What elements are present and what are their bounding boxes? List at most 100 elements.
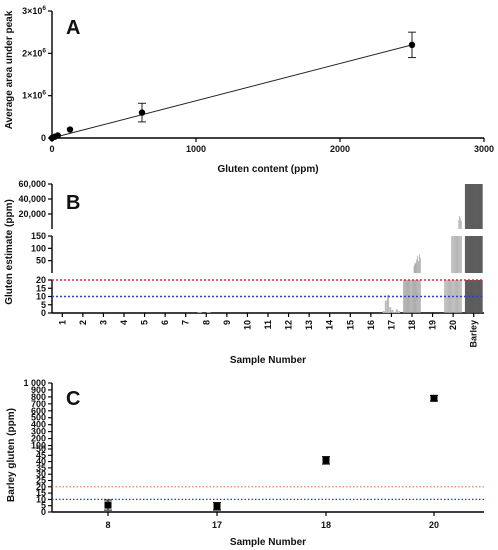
panel-b-bar bbox=[406, 280, 408, 313]
panel-b-letter: B bbox=[66, 192, 80, 214]
panel-a-y-tick-label: 2×106 bbox=[22, 47, 46, 58]
panel-c-y-tick-label: 30 bbox=[36, 469, 46, 479]
panel-b-x-tick-label: 2 bbox=[78, 320, 88, 325]
panel-b-x-tick-label: 15 bbox=[345, 320, 355, 330]
panel-b-y-tick-label: 15 bbox=[36, 283, 46, 293]
panel-a-y-tick-base: 1×10 bbox=[22, 91, 42, 101]
panel-c: C Barley gluten (ppm) Sample Number 0510… bbox=[6, 378, 484, 548]
panel-b-bar bbox=[382, 311, 385, 313]
panel-a-y-tick-base: 2×10 bbox=[22, 48, 42, 58]
panel-b-x-tick-label: 17 bbox=[386, 320, 396, 330]
panel-a-point bbox=[54, 132, 61, 139]
panel-b-bar bbox=[451, 236, 453, 273]
panel-b-x-tick-label: 13 bbox=[304, 320, 314, 330]
panel-c-y-tick-label: 400 bbox=[31, 420, 46, 430]
panel-b-x-tick-label: 16 bbox=[366, 320, 376, 330]
panel-b-y-tick-label: 40,000 bbox=[18, 194, 46, 204]
panel-a-point bbox=[408, 41, 416, 49]
panel-b-x-tick-label: 9 bbox=[222, 320, 232, 325]
panel-b-bar bbox=[407, 280, 409, 313]
panel-b-bar bbox=[454, 280, 455, 313]
panel-a-y-tick-base: 0 bbox=[41, 133, 46, 143]
panel-c-y-tick-label: 50 bbox=[36, 444, 46, 454]
panel-b-bar bbox=[411, 280, 412, 313]
panel-c-y-tick-label: 300 bbox=[31, 427, 46, 437]
panel-b-bar bbox=[458, 236, 460, 273]
panel-b-x-tick-label: 5 bbox=[140, 320, 150, 325]
panel-b: B Gluten estimate (ppm) Sample Number 05… bbox=[4, 179, 484, 366]
panel-a-fit-line bbox=[51, 44, 413, 139]
panel-b-y-tick-label: 50 bbox=[36, 256, 46, 266]
panel-b-bar bbox=[384, 300, 387, 313]
panel-b-bar bbox=[453, 236, 454, 273]
panel-c-x-tick-label: 18 bbox=[321, 520, 331, 530]
panel-c-y-tick-label: 600 bbox=[31, 406, 46, 416]
panel-b-bar bbox=[418, 261, 419, 273]
panel-b-bar bbox=[416, 259, 418, 273]
panel-c-y-tick-label: 1 000 bbox=[23, 378, 46, 388]
panel-a-x-tick-label: 1000 bbox=[186, 144, 206, 154]
panel-b-bar bbox=[454, 280, 456, 313]
panel-c-point bbox=[213, 502, 221, 510]
panel-c-y-tick-label: 15 bbox=[36, 488, 46, 498]
panel-c-y-tick-label: 500 bbox=[31, 413, 46, 423]
panel-c-x-tick-label: 8 bbox=[105, 520, 110, 530]
panel-b-bar bbox=[417, 255, 418, 273]
panel-b-bar bbox=[410, 280, 411, 313]
panel-b-x-tick-label: 18 bbox=[407, 320, 417, 330]
panel-a-point bbox=[138, 109, 146, 116]
panel-b-bar bbox=[454, 236, 456, 273]
panel-c-y-tick-label: 20 bbox=[36, 482, 46, 492]
panel-c-y-tick-label: 700 bbox=[31, 399, 46, 409]
panel-c-y-tick-label: 200 bbox=[31, 434, 46, 444]
panel-c-x-tick-label: 20 bbox=[429, 520, 439, 530]
panel-b-bar bbox=[446, 280, 447, 313]
panel-b-bar bbox=[457, 236, 459, 273]
panel-a-y-tick-exponent: 6 bbox=[42, 5, 46, 12]
panel-b-bar bbox=[387, 294, 390, 313]
panel-b-y-tick-label: 100 bbox=[31, 243, 46, 253]
panel-b-bar bbox=[459, 236, 460, 273]
panel-b-bar bbox=[391, 310, 394, 313]
panel-c-y-label: Barley gluten (ppm) bbox=[6, 408, 17, 502]
panel-c-y-tick-label: 900 bbox=[31, 385, 46, 395]
panel-a-y-tick-base: 3×10 bbox=[22, 6, 42, 16]
panel-b-bar bbox=[413, 265, 415, 273]
panel-b-x-tick-label: 3 bbox=[98, 320, 108, 325]
panel-b-y-tick-label: 20,000 bbox=[18, 209, 46, 219]
panel-b-bar bbox=[403, 280, 404, 313]
panel-b-y-tick-label: 60,000 bbox=[18, 179, 46, 189]
panel-b-bar bbox=[461, 236, 462, 273]
panel-a-x-tick-label: 3000 bbox=[474, 144, 494, 154]
panel-b-x-tick-label: 12 bbox=[284, 320, 294, 330]
panel-c-y-tick-label: 40 bbox=[36, 457, 46, 467]
panel-b-bar bbox=[446, 280, 448, 313]
panel-c-x-tick-label: 17 bbox=[212, 520, 222, 530]
panel-c-point bbox=[104, 501, 112, 509]
panel-b-x-tick-label: 8 bbox=[201, 320, 211, 325]
panel-a-y-label: Average area under peak bbox=[4, 10, 15, 129]
panel-c-y-tick-label: 45 bbox=[36, 450, 46, 460]
panel-b-bar bbox=[419, 257, 421, 273]
panel-b-x-tick-label: 19 bbox=[428, 320, 438, 330]
panel-b-x-tick-label: 14 bbox=[325, 320, 335, 330]
panel-b-x-tick-label: 10 bbox=[242, 320, 252, 330]
panel-b-bar bbox=[197, 312, 202, 313]
panel-b-bar bbox=[461, 220, 462, 229]
panel-c-y-tick-label: 25 bbox=[36, 476, 46, 486]
panel-b-bar bbox=[415, 280, 417, 313]
panel-b-x-tick-label: 6 bbox=[160, 320, 170, 325]
panel-b-bar bbox=[413, 280, 415, 313]
panel-a-x-label: Gluten content (ppm) bbox=[217, 164, 318, 175]
panel-b-bar bbox=[455, 236, 457, 273]
panel-b-bar bbox=[458, 280, 460, 313]
panel-b-bar bbox=[393, 312, 396, 313]
panel-a-y-tick-label: 0 bbox=[41, 133, 46, 143]
panel-b-bar bbox=[460, 236, 461, 273]
panel-b-x-tick-label: 11 bbox=[263, 320, 273, 330]
panel-b-x-tick-label: Barley bbox=[469, 320, 479, 348]
panel-a-y-tick-exponent: 6 bbox=[42, 90, 46, 97]
panel-b-bar bbox=[415, 263, 417, 273]
panel-a-y-tick-exponent: 6 bbox=[42, 47, 46, 54]
